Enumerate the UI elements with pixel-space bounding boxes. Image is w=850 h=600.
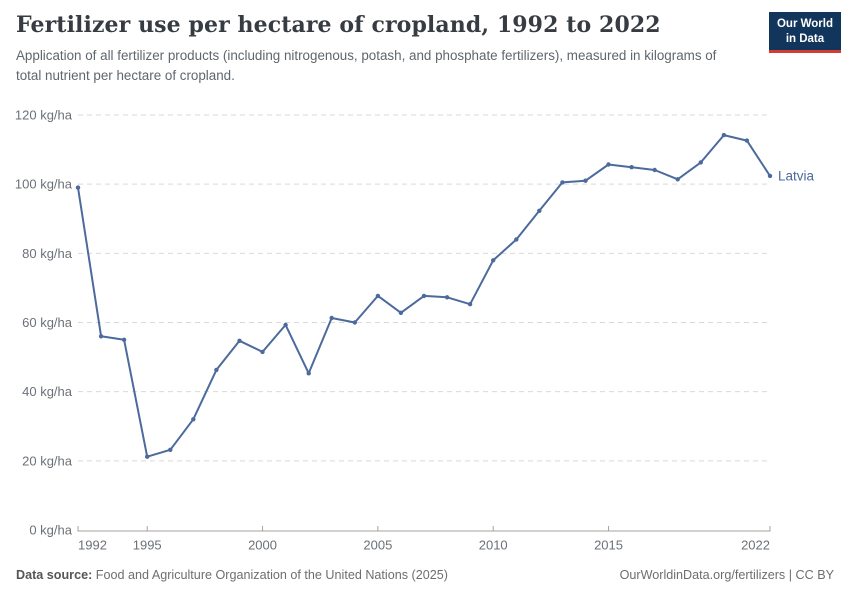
data-point[interactable] — [145, 454, 150, 459]
data-point[interactable] — [121, 337, 127, 342]
data-point[interactable] — [421, 293, 427, 299]
data-point[interactable] — [560, 180, 565, 185]
credit-link[interactable]: OurWorldinData.org/fertilizers | CC BY — [619, 568, 834, 582]
data-point[interactable] — [606, 162, 611, 167]
data-point[interactable] — [352, 320, 357, 325]
data-point[interactable] — [491, 258, 496, 263]
chart-footer: Data source: Food and Agriculture Organi… — [16, 567, 834, 585]
data-point[interactable] — [283, 322, 288, 328]
data-point[interactable] — [514, 237, 519, 242]
data-point[interactable] — [375, 293, 381, 299]
data-point[interactable] — [721, 132, 727, 138]
y-axis-tick-label: 80 kg/ha — [22, 246, 73, 261]
data-point[interactable] — [214, 367, 219, 373]
data-point[interactable] — [260, 349, 265, 355]
data-point[interactable] — [444, 295, 450, 300]
data-point[interactable] — [652, 167, 657, 173]
x-axis-tick-label: 2010 — [479, 538, 508, 553]
data-source-text: Food and Agriculture Organization of the… — [95, 568, 448, 582]
data-point[interactable] — [583, 178, 588, 183]
chart-subtitle: Application of all fertilizer products (… — [16, 48, 717, 83]
owid-logo-line1: Our World — [776, 18, 833, 30]
x-axis-tick-label: 1992 — [78, 538, 107, 553]
data-point[interactable] — [398, 310, 404, 315]
x-axis-tick-label: 2015 — [594, 538, 623, 553]
data-point[interactable] — [629, 165, 634, 170]
y-axis-tick-label: 100 kg/ha — [15, 177, 73, 192]
x-axis-tick-label: 1995 — [133, 538, 162, 553]
series-end-label: Latvia — [778, 168, 815, 183]
x-axis-tick-label: 2000 — [248, 538, 277, 553]
data-source-label: Data source: — [16, 568, 93, 582]
data-point[interactable] — [537, 208, 542, 213]
data-point[interactable] — [698, 160, 703, 165]
data-point[interactable] — [329, 315, 334, 321]
owid-logo-line2: in Data — [785, 32, 825, 45]
page-title: Fertilizer use per hectare of cropland, … — [16, 12, 661, 38]
data-point[interactable] — [767, 173, 773, 179]
x-axis-tick-label: 2022 — [741, 538, 770, 553]
y-axis-tick-label: 60 kg/ha — [22, 315, 73, 330]
data-point[interactable] — [191, 417, 196, 422]
data-point[interactable] — [467, 302, 473, 307]
data-point[interactable] — [675, 177, 680, 182]
x-axis-tick-label: 2005 — [363, 538, 392, 553]
owid-logo[interactable]: Our World in Data — [768, 12, 841, 54]
y-axis-tick-label: 120 kg/ha — [15, 108, 73, 123]
data-point[interactable] — [306, 371, 311, 376]
data-point[interactable] — [98, 334, 104, 339]
data-source: Data source: Food and Agriculture Organi… — [16, 567, 448, 585]
chart-header: Fertilizer use per hectare of cropland, … — [16, 12, 750, 85]
data-point[interactable] — [237, 338, 242, 343]
data-point[interactable] — [744, 138, 750, 143]
y-axis-tick-label: 20 kg/ha — [22, 453, 73, 468]
y-axis-tick-label: 40 kg/ha — [22, 384, 73, 399]
data-point[interactable] — [75, 185, 81, 190]
data-point[interactable] — [168, 447, 173, 452]
y-axis-tick-label: 0 kg/ha — [29, 523, 72, 538]
